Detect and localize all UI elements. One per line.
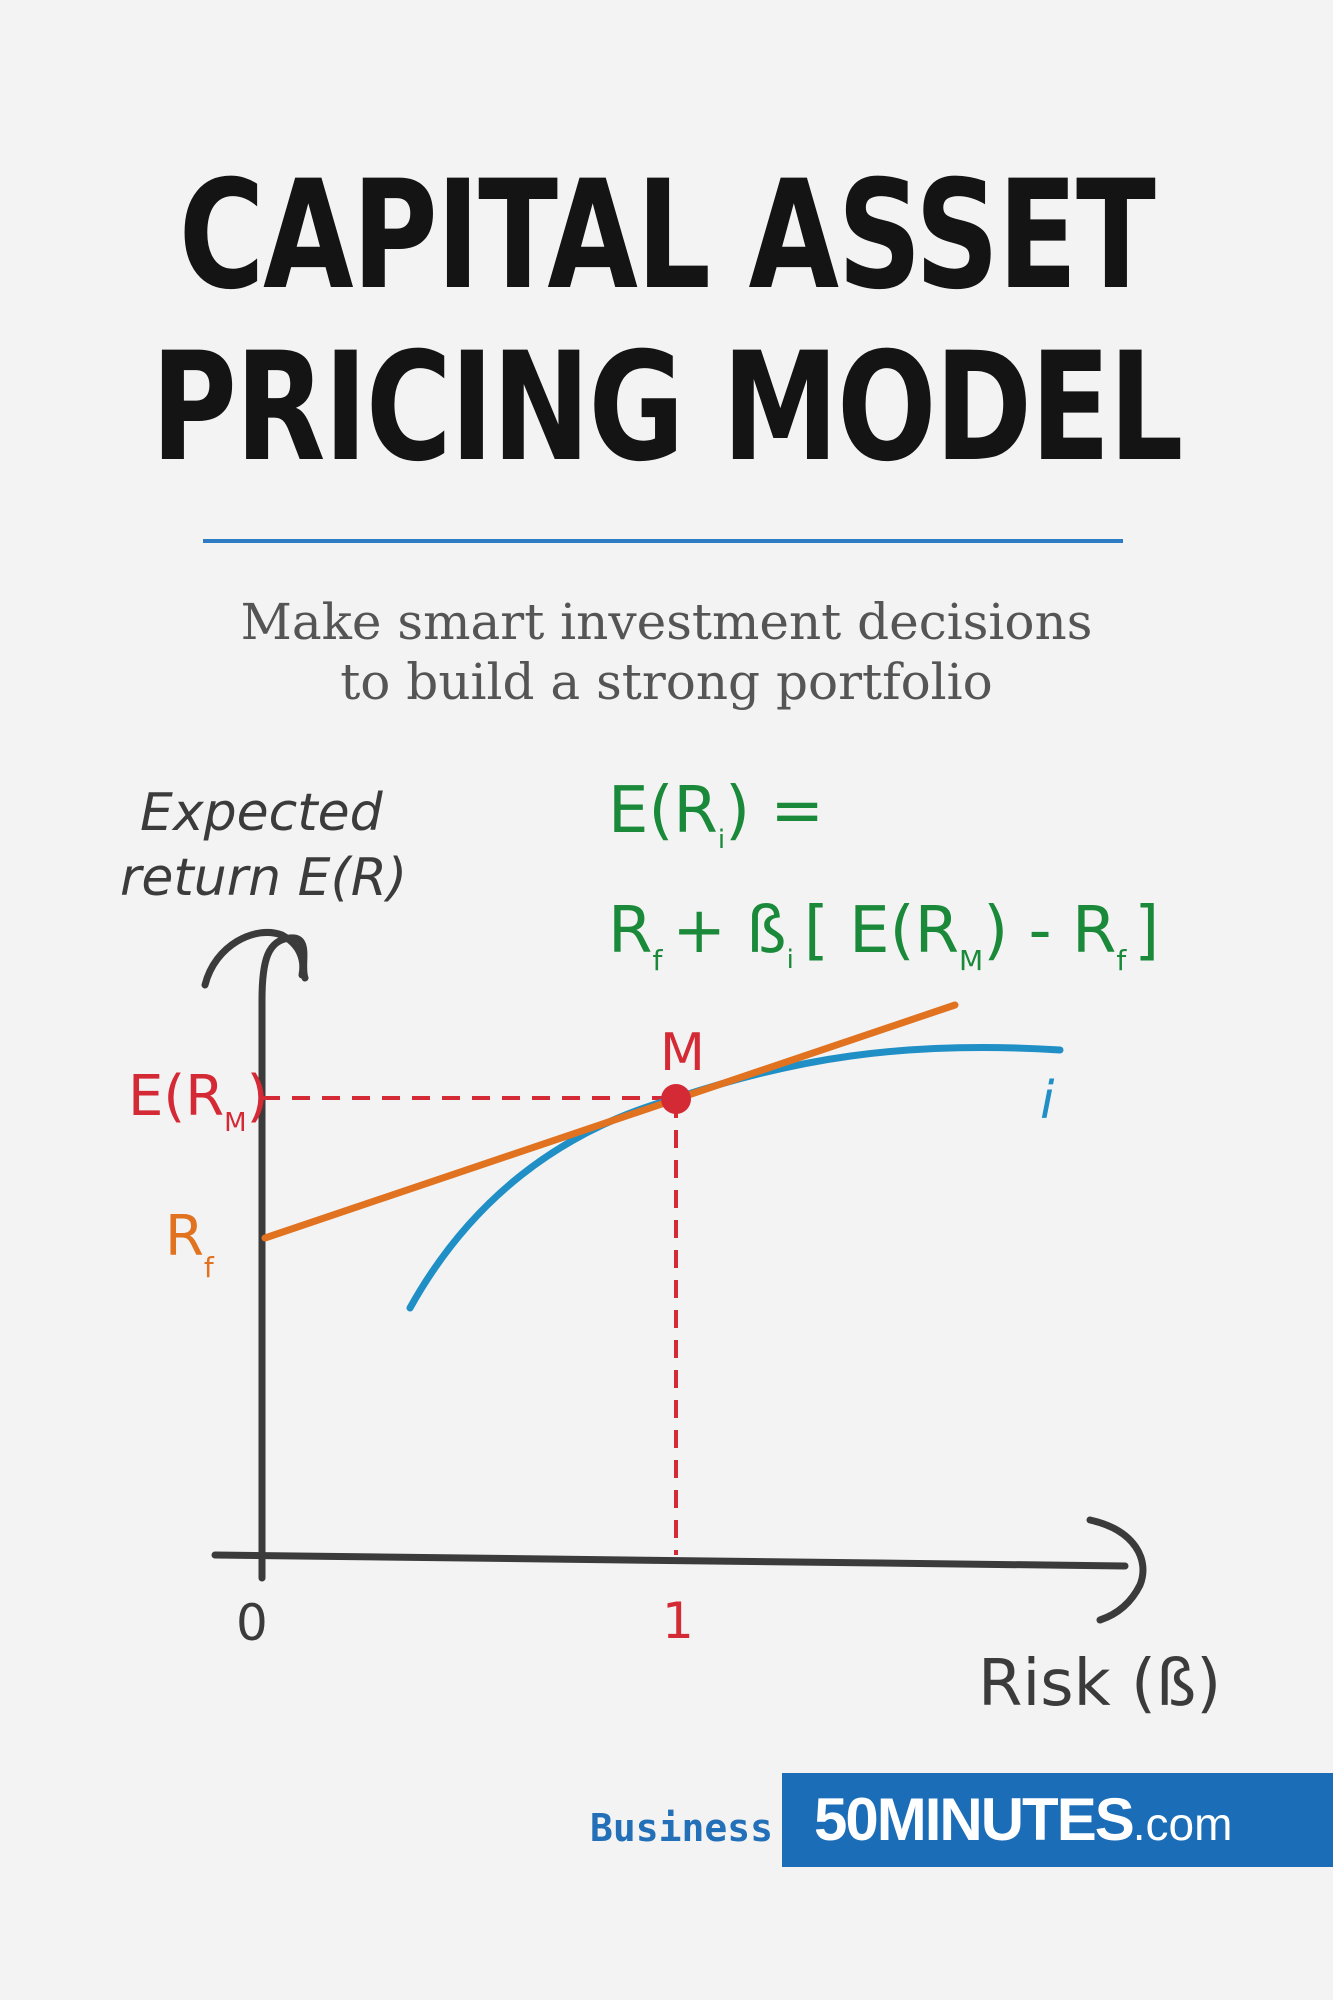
title-line-1: CAPITAL ASSET <box>178 149 1156 323</box>
erm-label: E(RM) <box>128 1064 268 1138</box>
curve-label-i: i <box>1040 1071 1055 1131</box>
x-tick-1: 1 <box>662 1592 694 1650</box>
market-point-label: M <box>660 1023 705 1083</box>
subtitle-line-1: Make smart investment decisions <box>240 593 1093 651</box>
y-axis-hook <box>201 928 307 989</box>
subtitle-line-2: to build a strong portfolio <box>340 653 993 711</box>
x-axis-label: Risk (ß) <box>978 1647 1221 1721</box>
publisher-logo-text: 50MINUTES.com <box>814 1786 1233 1853</box>
x-axis-hook <box>1086 1516 1147 1624</box>
x-axis <box>211 1551 1129 1570</box>
title-line-2: PRICING MODEL <box>151 321 1183 495</box>
title-divider <box>203 539 1123 543</box>
y-axis <box>258 934 309 1582</box>
book-subtitle: Make smart investment decisions to build… <box>0 592 1333 712</box>
formula-lhs: E(Ri) = <box>608 774 824 855</box>
portfolio-curve-i <box>406 1043 1064 1312</box>
book-title: CAPITAL ASSET PRICING MODEL <box>0 150 1333 494</box>
security-market-line <box>261 1001 959 1242</box>
formula-rhs: Rf + ßi[ E(RM) - Rf] <box>608 894 1159 977</box>
y-axis-label-line-2: return E(R) <box>120 848 407 908</box>
x-tick-0: 0 <box>236 1594 268 1652</box>
publisher-logo: 50MINUTES.com <box>782 1773 1333 1867</box>
market-point <box>661 1084 691 1114</box>
category-label: Business <box>590 1806 774 1850</box>
y-axis-label-line-1: Expected <box>140 783 384 843</box>
rf-label: Rf <box>165 1204 215 1284</box>
